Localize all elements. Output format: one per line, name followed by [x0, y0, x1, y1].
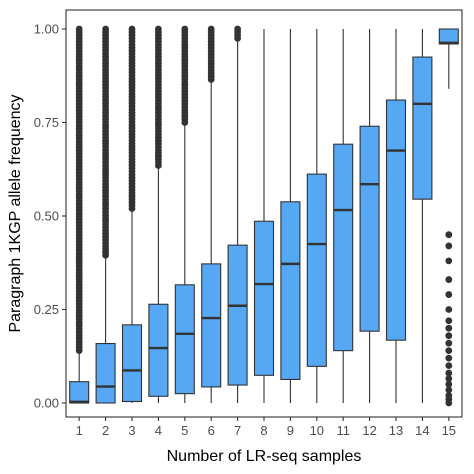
outlier-point [445, 317, 453, 325]
box-group-14 [412, 29, 433, 403]
outlier-point [181, 25, 189, 33]
box-iqr [148, 303, 169, 397]
outlier-point [207, 25, 215, 33]
outlier-point [445, 242, 453, 250]
box-iqr [227, 244, 248, 386]
outlier-point [445, 291, 453, 298]
outlier-point [445, 354, 453, 362]
box-iqr [280, 201, 301, 380]
x-tick-label: 14 [415, 423, 429, 438]
outlier-point [445, 324, 453, 332]
box-group-9 [280, 29, 301, 403]
box-group-1 [69, 25, 90, 404]
y-tick-label: 0.25 [34, 302, 59, 317]
box-iqr [95, 342, 116, 404]
outlier-point [445, 362, 453, 369]
outlier-point [445, 380, 453, 388]
axes: 0.000.250.500.751.001 2 3 4 5 6 7 8 9 10 11 12 13 14 1… [34, 22, 456, 439]
x-tick-label: 1 [76, 423, 83, 438]
x-tick-label: 9 [287, 423, 294, 438]
x-tick-label: 12 [362, 423, 376, 438]
box-iqr [412, 56, 433, 200]
box-group-2 [95, 25, 116, 404]
box-group-5 [174, 25, 195, 403]
box-group-6 [201, 25, 222, 403]
x-tick-label: 5 [181, 423, 188, 438]
box-iqr [69, 381, 90, 404]
x-tick-label: 7 [234, 423, 241, 438]
outlier-point [128, 25, 136, 33]
x-tick-label: 3 [128, 423, 135, 438]
x-tick-label: 4 [155, 423, 162, 438]
y-tick-label: 0.00 [34, 396, 59, 411]
outlier-point [445, 257, 453, 265]
outlier-point [445, 386, 453, 394]
box-iqr [306, 173, 327, 367]
outlier-point [234, 25, 242, 33]
plot-marks [69, 25, 459, 407]
box-group-4 [148, 25, 169, 403]
y-axis-title: Paragraph 1KGP allele frequency [7, 94, 24, 332]
box-iqr [359, 125, 380, 332]
x-tick-label: 6 [208, 423, 215, 438]
box-iqr [121, 324, 143, 403]
outlier-point [445, 306, 453, 313]
outlier-point [75, 25, 83, 33]
x-tick-label: 10 [310, 423, 324, 438]
outlier-point [445, 332, 453, 340]
box-group-8 [253, 29, 275, 403]
outlier-point [445, 339, 453, 347]
outlier-point [445, 347, 453, 355]
x-tick-label: 13 [389, 423, 403, 438]
box-iqr [333, 143, 354, 352]
outlier-point [445, 276, 453, 283]
box-group-10 [306, 29, 327, 403]
x-tick-label: 2 [102, 423, 109, 438]
outlier-point [445, 231, 453, 239]
x-tick-label: 8 [260, 423, 267, 438]
y-tick-label: 0.50 [34, 209, 59, 224]
box-group-7 [227, 25, 248, 403]
outlier-point [445, 392, 453, 399]
y-tick-label: 1.00 [34, 22, 59, 37]
box-iqr [174, 284, 195, 395]
box-group-12 [359, 29, 380, 403]
box-iqr [385, 99, 407, 341]
box-group-15 [438, 28, 459, 407]
y-tick-label: 0.75 [34, 115, 59, 130]
outlier-point [102, 25, 109, 33]
outlier-point [155, 25, 162, 33]
outlier-point [445, 369, 453, 377]
x-tick-label: 11 [336, 423, 350, 438]
box-iqr [253, 220, 275, 376]
box-group-13 [385, 29, 407, 403]
outlier-point [445, 375, 453, 383]
box-iqr [201, 263, 222, 388]
x-tick-label: 15 [442, 423, 456, 438]
box-group-11 [333, 29, 354, 403]
box-group-3 [121, 25, 143, 403]
x-axis-title: Number of LR-seq samples [167, 448, 362, 465]
